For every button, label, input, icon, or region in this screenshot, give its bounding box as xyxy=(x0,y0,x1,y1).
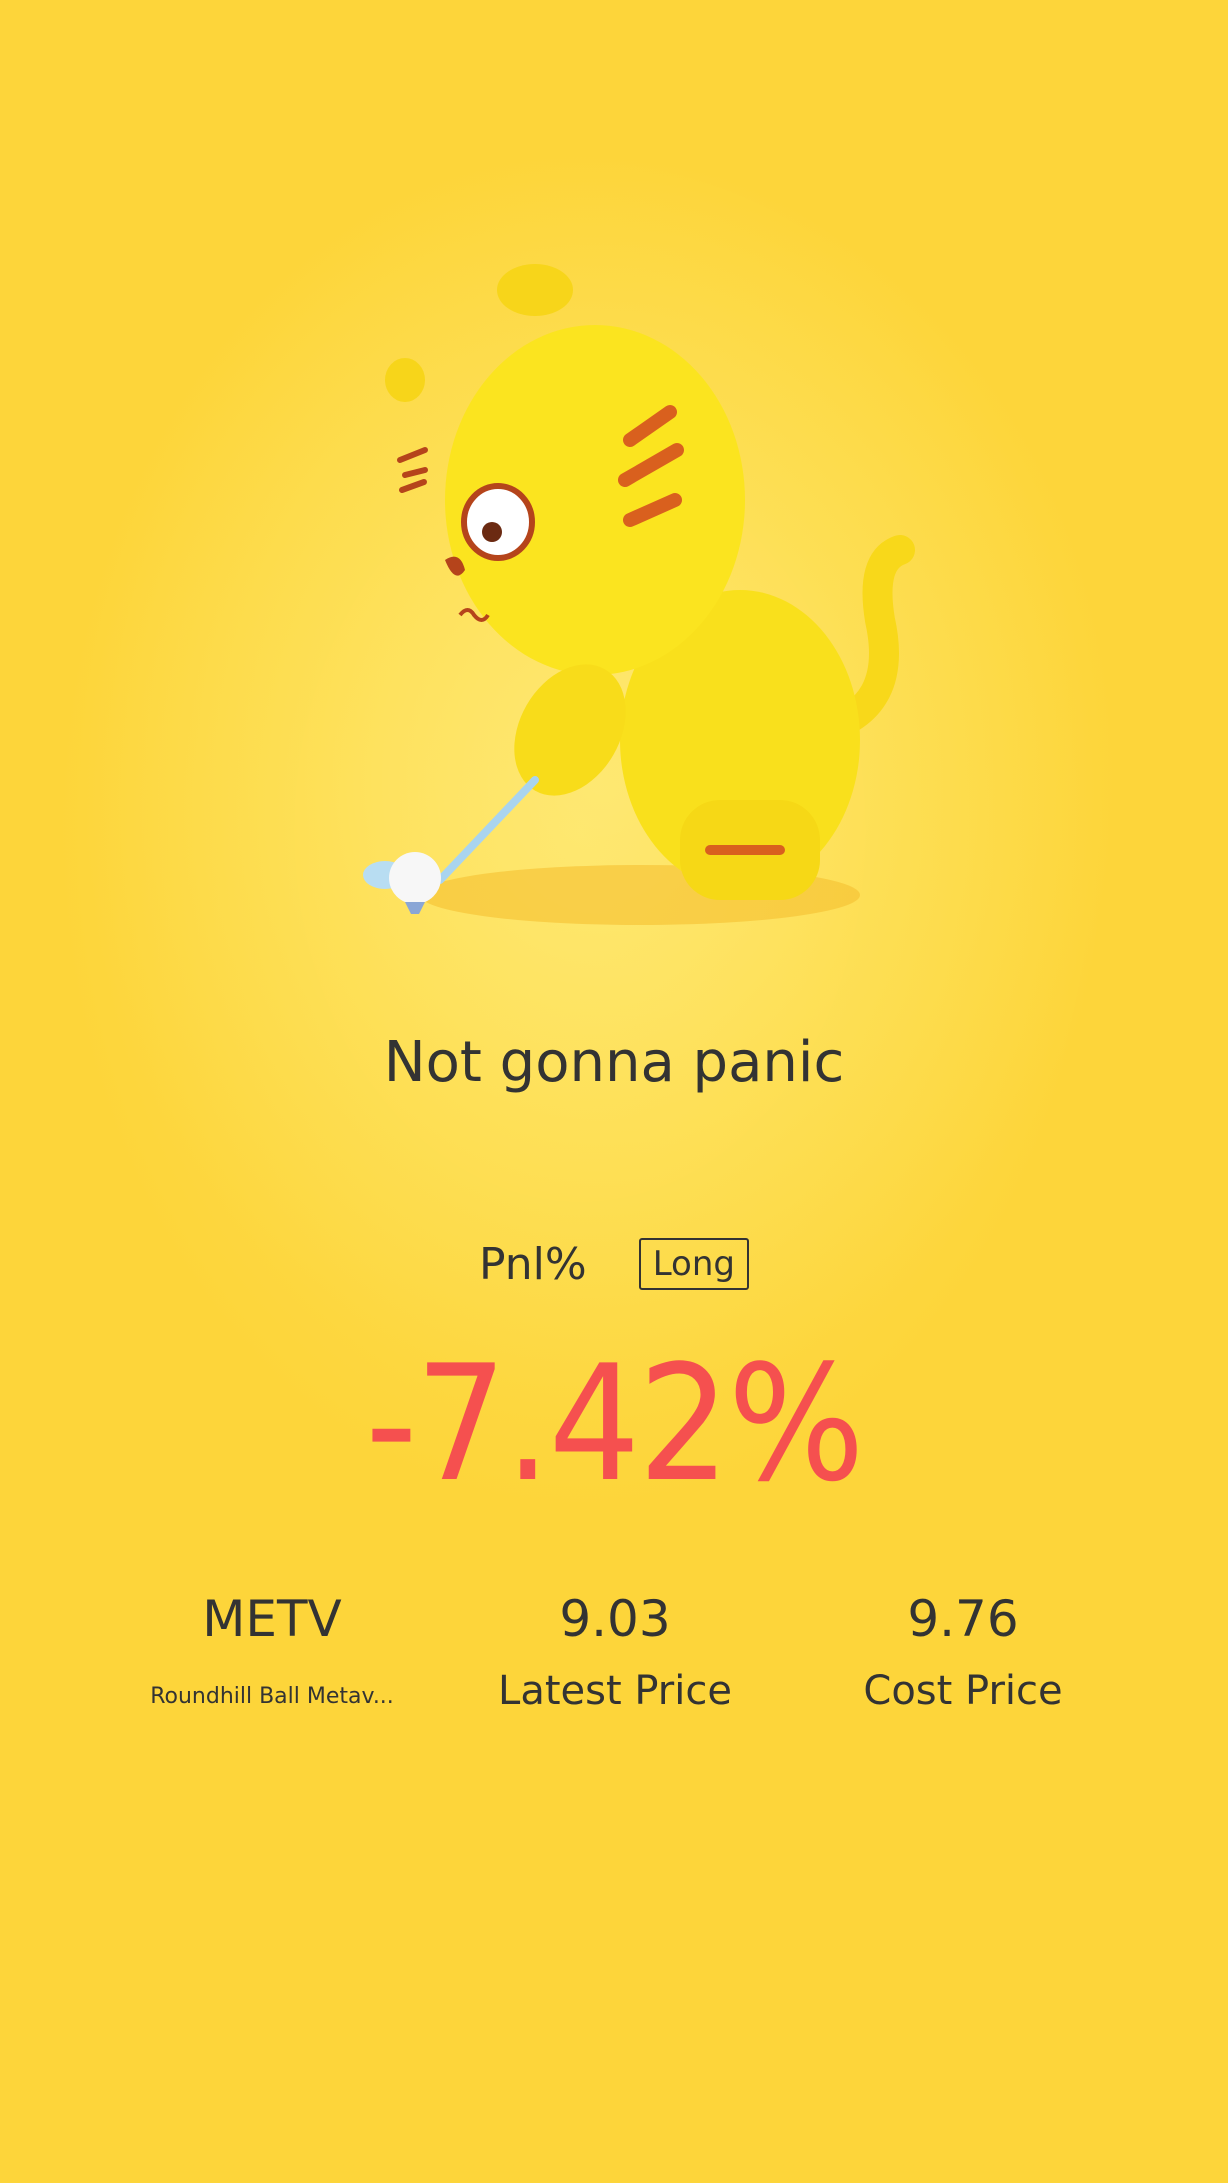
pnl-header: Pnl% Long xyxy=(0,1238,1228,1290)
cost-price-info: 9.76 Cost Price xyxy=(793,1590,1133,1714)
latest-price-label: Latest Price xyxy=(498,1668,732,1714)
stock-symbol: METV xyxy=(202,1590,342,1648)
pnl-label: Pnl% xyxy=(479,1238,587,1290)
cost-price-value: 9.76 xyxy=(907,1590,1019,1648)
position-direction-badge: Long xyxy=(638,1238,749,1290)
stock-info: METV Roundhill Ball Metav... xyxy=(102,1590,442,1709)
tiger-mascot-illustration xyxy=(363,264,915,925)
cost-price-label: Cost Price xyxy=(863,1668,1063,1714)
latest-price-value: 9.03 xyxy=(559,1590,671,1648)
mood-title: Not gonna panic xyxy=(383,1030,845,1095)
latest-price-info: 9.03 Latest Price xyxy=(445,1590,785,1714)
stock-name: Roundhill Ball Metav... xyxy=(150,1684,394,1709)
pnl-percent-value: -7.42% xyxy=(365,1330,864,1517)
